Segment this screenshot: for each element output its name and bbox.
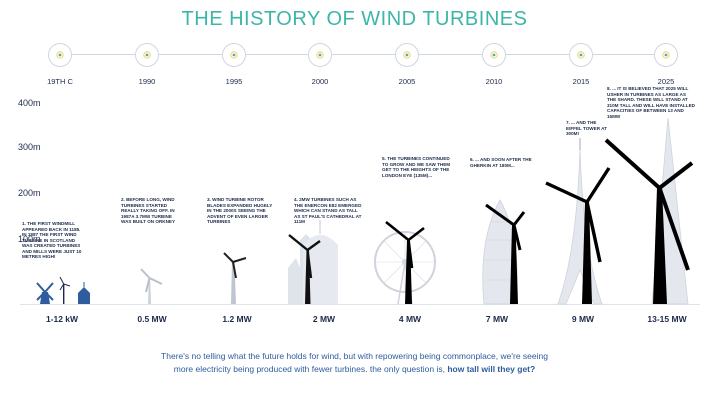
ground-line xyxy=(20,304,700,305)
turbine-2mw xyxy=(288,234,321,304)
note-2000: 4. 2MW TURBINES SUCH AS THE ENERCON E82 … xyxy=(294,197,362,224)
note-2025: 8. ... IT IS BELIEVED THAT 2025 WILL USH… xyxy=(607,86,695,119)
wind-signal-icon xyxy=(654,43,678,67)
note-2005: 5. THE TURBINES CONTINUED TO GROW AND WE… xyxy=(382,156,451,178)
height-axis: 400m 300m 200m 100m xyxy=(0,0,50,411)
footer-line-1: There's no telling what the future holds… xyxy=(161,351,548,361)
eiffel-tower-icon xyxy=(557,138,603,305)
era-2010: 2010 xyxy=(459,30,529,86)
footer-text: There's no telling what the future holds… xyxy=(0,350,709,376)
era-2015: 2015 xyxy=(546,30,616,86)
y-tick-200: 200m xyxy=(18,188,41,198)
era-19th-c: 19TH C xyxy=(25,30,95,86)
era-2025: 2025 xyxy=(631,30,701,86)
note-2015: 7. ... AND THE EIFFEL TOWER AT 300M! xyxy=(566,120,607,136)
era-1995: 1995 xyxy=(199,30,269,86)
power-2000: 2 MW xyxy=(312,314,336,324)
wind-signal-icon xyxy=(48,43,72,67)
power-19th-c: 1-12 kW xyxy=(45,314,79,324)
y-tick-100: 100m xyxy=(18,234,41,244)
wind-signal-icon xyxy=(569,43,593,67)
y-tick-400: 400m xyxy=(18,98,41,108)
turbine-1-2mw xyxy=(223,252,247,304)
note-1995: 3. WIND TURBINE ROTOR BLADES EXPANDED HU… xyxy=(207,197,273,224)
turbine-4mw xyxy=(385,220,425,304)
footer-question: how tall will they get? xyxy=(447,364,536,374)
era-2005: 2005 xyxy=(372,30,442,86)
turbine-7mw xyxy=(485,203,526,304)
wind-signal-icon xyxy=(308,43,332,67)
power-1995: 1.2 MW xyxy=(222,314,252,324)
small-wind-turbine-icon xyxy=(59,276,71,304)
wind-signal-icon xyxy=(135,43,159,67)
era-1990: 1990 xyxy=(112,30,182,86)
page-title: THE HISTORY OF WIND TURBINES xyxy=(181,8,528,30)
turbine-0-5mw xyxy=(140,268,163,304)
power-2005: 4 MW xyxy=(398,314,422,324)
power-2015: 9 MW xyxy=(571,314,595,324)
power-2025: 13-15 MW xyxy=(647,314,687,324)
era-timeline: 19TH C 1990 1995 2000 2005 2010 2015 202… xyxy=(0,30,709,90)
era-2000: 2000 xyxy=(285,30,355,86)
y-tick-300: 300m xyxy=(18,142,41,152)
st-pauls-cathedral-icon xyxy=(288,220,338,304)
footer-line-2: more electricity being produced with few… xyxy=(173,364,536,374)
church-icon xyxy=(78,282,90,304)
turbine-9mw xyxy=(545,167,611,304)
wind-signal-icon xyxy=(482,43,506,67)
wind-signal-icon xyxy=(395,43,419,67)
london-eye-icon xyxy=(374,231,436,305)
note-19th-c: 1. THE FIRST WINDMILL APPEARED BACK IN 1… xyxy=(22,221,82,259)
power-2010: 7 MW xyxy=(485,314,509,324)
turbine-13-15mw xyxy=(604,138,694,304)
gherkin-icon xyxy=(482,199,518,305)
windmill-icon xyxy=(36,282,54,304)
power-1990: 0.5 MW xyxy=(137,314,167,324)
wind-signal-icon xyxy=(222,43,246,67)
note-1990: 2. BEFORE LONG, WIND TURBINES STARTED RE… xyxy=(121,197,176,224)
timeline-line xyxy=(58,54,668,55)
note-2010: 6. ... AND SOON AFTER THE GHERKIN AT 180… xyxy=(470,157,532,168)
